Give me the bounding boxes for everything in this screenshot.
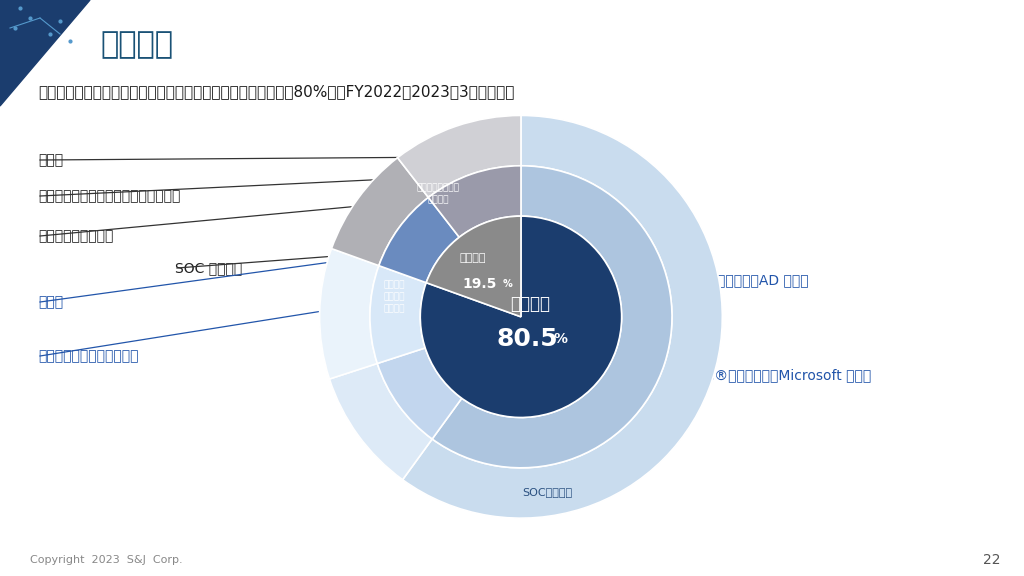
Text: %: % xyxy=(553,332,567,346)
Wedge shape xyxy=(370,266,426,363)
Text: 80.5: 80.5 xyxy=(497,327,558,351)
Text: SOCサービス: SOCサービス xyxy=(522,487,572,497)
Text: SOC 監視（自社 / 他社製品、AD 監視）: SOC 監視（自社 / 他社製品、AD 監視） xyxy=(628,273,809,287)
Text: セキュリティ評価・インシデント対応: セキュリティ評価・インシデント対応 xyxy=(38,189,180,203)
Wedge shape xyxy=(377,348,462,439)
Text: Copyright  2023  S&J  Corp.: Copyright 2023 S&J Corp. xyxy=(30,555,182,565)
Text: その他: その他 xyxy=(38,153,63,167)
Text: コンサル
ティング
サービス: コンサル ティング サービス xyxy=(383,281,404,313)
Wedge shape xyxy=(319,249,379,379)
Text: ストック: ストック xyxy=(510,295,550,313)
Wedge shape xyxy=(402,115,722,518)
Text: その他: その他 xyxy=(38,295,63,309)
Text: セキュリティアドバイザー: セキュリティアドバイザー xyxy=(38,349,138,363)
Text: コンサルティング
サービス: コンサルティング サービス xyxy=(417,184,460,204)
Wedge shape xyxy=(426,216,521,317)
Text: EDR 監視（KeepEye®、他社製品、Microsoft 製品）: EDR 監視（KeepEye®、他社製品、Microsoft 製品） xyxy=(596,369,871,383)
Wedge shape xyxy=(420,216,622,418)
Text: 監視サービス等構築: 監視サービス等構築 xyxy=(38,229,114,243)
Text: ストック売上で構成された強固な収益基盤（ストック売上比率80%）　FY2022（2023年3月期）実績: ストック売上で構成された強固な収益基盤（ストック売上比率80%） FY2022（… xyxy=(38,85,514,100)
Text: 19.5: 19.5 xyxy=(462,277,497,291)
Text: 22: 22 xyxy=(982,553,1000,567)
Text: SOC サービス: SOC サービス xyxy=(175,261,243,275)
Wedge shape xyxy=(330,363,432,480)
Wedge shape xyxy=(397,115,521,198)
Polygon shape xyxy=(0,0,90,106)
Text: 収益内訳: 収益内訳 xyxy=(100,31,173,59)
Wedge shape xyxy=(432,166,672,468)
Wedge shape xyxy=(379,198,459,283)
Text: スポット: スポット xyxy=(460,253,486,263)
Wedge shape xyxy=(332,158,428,266)
Text: %: % xyxy=(503,279,513,289)
Wedge shape xyxy=(428,166,521,237)
